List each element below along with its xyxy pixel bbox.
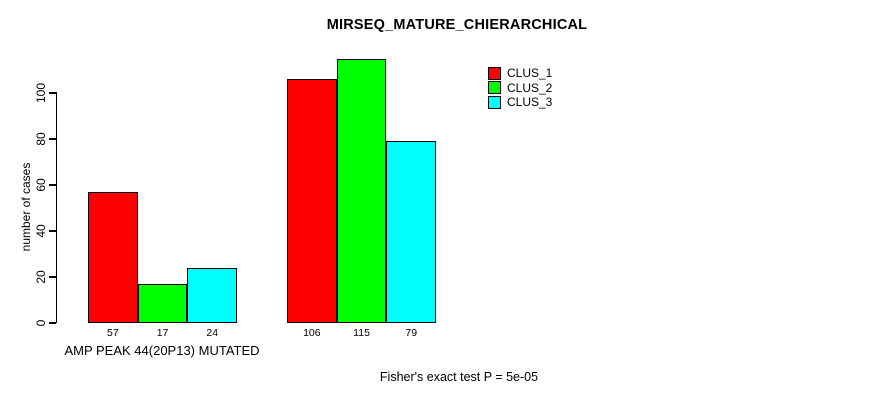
legend-swatch xyxy=(488,66,501,80)
legend-label: CLUS_3 xyxy=(507,95,553,110)
y-tick xyxy=(49,230,56,232)
y-tick xyxy=(49,138,56,140)
legend-label: CLUS_2 xyxy=(507,80,553,95)
x-axis-group-label: AMP PEAK 44(20P13) MUTATED xyxy=(64,343,260,358)
y-tick xyxy=(49,184,56,186)
legend-row: CLUS_2 xyxy=(488,81,552,96)
bar xyxy=(336,58,387,323)
bar xyxy=(88,191,138,323)
y-axis-line xyxy=(56,92,58,323)
bar xyxy=(386,141,437,323)
bar xyxy=(187,267,238,323)
y-tick-label: 0 xyxy=(34,319,48,327)
bar-value-label: 106 xyxy=(303,327,321,339)
bar xyxy=(287,79,337,323)
y-tick xyxy=(49,92,56,94)
legend-row: CLUS_1 xyxy=(488,66,552,81)
y-tick-label: 100 xyxy=(34,82,48,104)
bar xyxy=(137,283,188,323)
bar-value-label: 79 xyxy=(405,327,418,339)
bar-value-label: 115 xyxy=(353,327,370,339)
legend-row: CLUS_3 xyxy=(488,95,552,110)
bar-value-label: 57 xyxy=(107,327,119,339)
legend-swatch xyxy=(488,95,501,109)
legend-swatch xyxy=(488,81,501,95)
chart-title: MIRSEQ_MATURE_CHIERARCHICAL xyxy=(326,17,588,33)
bar-value-label: 17 xyxy=(156,327,169,339)
y-tick-label: 60 xyxy=(34,178,48,192)
y-tick xyxy=(49,276,56,278)
y-axis-label: number of cases xyxy=(19,162,33,252)
y-tick xyxy=(49,322,56,324)
legend-label: CLUS_1 xyxy=(507,66,553,81)
annotation-text: Fisher's exact test P = 5e-05 xyxy=(379,370,539,384)
bar-value-label: 24 xyxy=(206,327,219,339)
y-tick-label: 20 xyxy=(34,270,48,284)
y-tick-label: 40 xyxy=(34,224,48,238)
legend: CLUS_1 CLUS_2 CLUS_3 xyxy=(488,66,552,110)
y-tick-label: 80 xyxy=(34,132,48,146)
